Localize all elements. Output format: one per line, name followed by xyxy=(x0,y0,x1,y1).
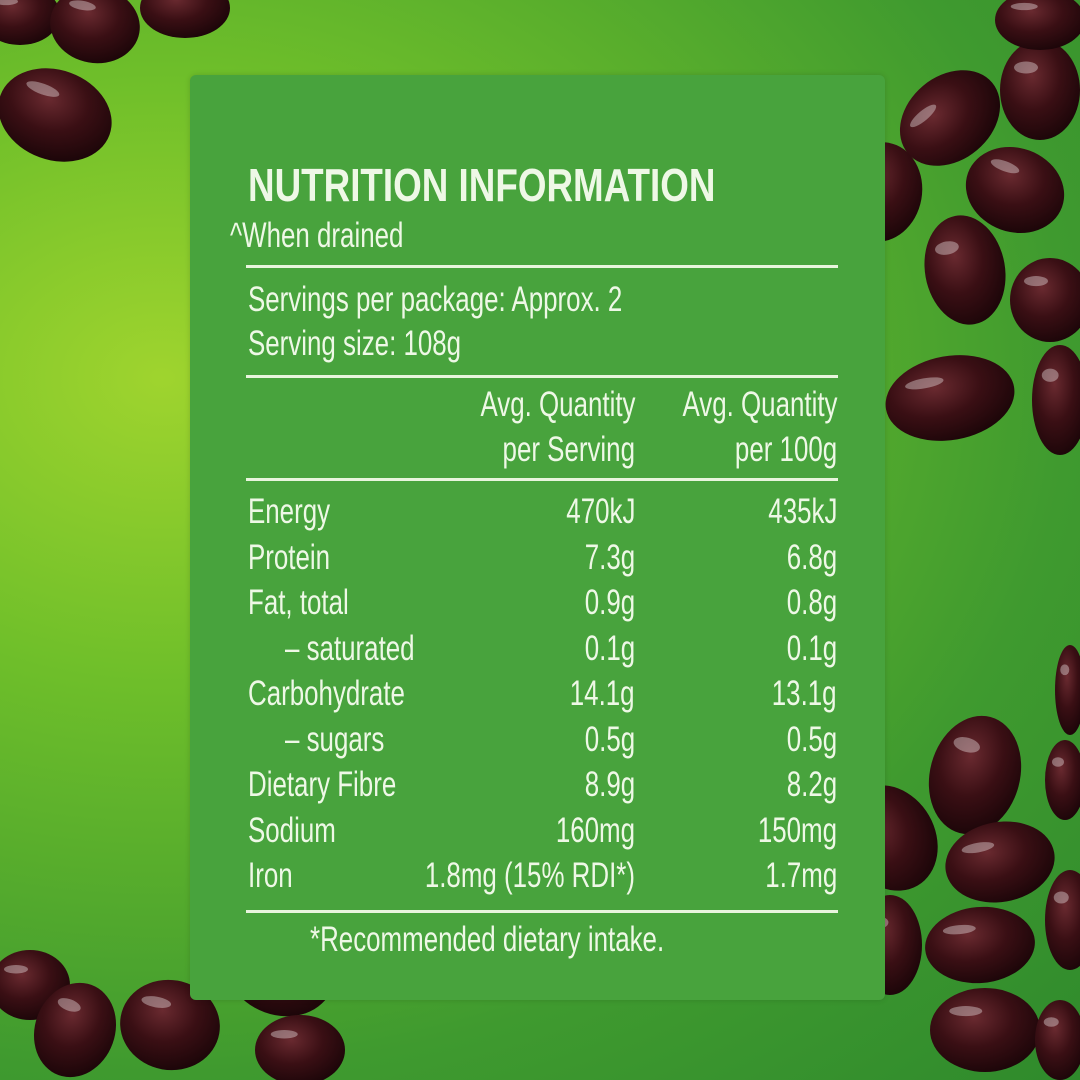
bean xyxy=(33,982,117,1078)
per-serving-value: 8.9g xyxy=(584,765,635,804)
bean-highlight xyxy=(910,104,937,128)
bean-highlight xyxy=(1014,61,1038,74)
bean-highlight xyxy=(1060,664,1070,676)
nutrient-name: Protein xyxy=(248,537,331,577)
bean xyxy=(945,821,1055,903)
per-serving-value: 14.1g xyxy=(570,674,635,713)
per-100g-value: 13.1g xyxy=(772,674,837,713)
bean-highlight xyxy=(942,924,976,935)
bean-highlight xyxy=(905,377,944,390)
bean-highlight xyxy=(1010,2,1038,11)
bean xyxy=(899,70,1001,166)
bean xyxy=(1045,740,1080,820)
bean-highlight xyxy=(0,0,18,6)
per-serving-value: 470kJ xyxy=(565,492,635,531)
bean xyxy=(924,215,1006,325)
per-100g-value: 8.2g xyxy=(786,765,837,804)
serving-size: Serving size: 108g xyxy=(248,324,462,363)
bean xyxy=(885,355,1015,441)
bean-highlight xyxy=(57,998,81,1012)
divider xyxy=(246,910,838,913)
bean xyxy=(1045,870,1080,970)
per-100g-value: 0.1g xyxy=(786,628,837,668)
column-header-per-100g: per 100g xyxy=(734,430,837,469)
bean-highlight xyxy=(1043,1017,1059,1027)
bean xyxy=(965,146,1065,234)
divider xyxy=(246,375,838,378)
nutrient-name: Iron xyxy=(248,856,293,895)
bean xyxy=(1000,40,1080,140)
nutrient-name: Sodium xyxy=(248,810,336,850)
bean xyxy=(1010,258,1080,342)
per-serving-value: 0.9g xyxy=(584,583,635,622)
bean-highlight xyxy=(1053,891,1069,904)
drained-note: ^When drained xyxy=(230,216,404,255)
per-100g-value: 0.5g xyxy=(786,719,837,759)
bean xyxy=(50,0,140,64)
bean-highlight xyxy=(4,965,28,974)
bean xyxy=(255,1015,345,1080)
bean xyxy=(1035,1000,1080,1080)
bean-highlight xyxy=(990,159,1020,174)
bean xyxy=(0,0,60,45)
per-serving-value: 0.5g xyxy=(584,719,635,759)
bean-highlight xyxy=(141,996,172,1008)
column-header-per-serving: per Serving xyxy=(502,430,635,469)
nutrient-name: Energy xyxy=(248,492,331,531)
bean xyxy=(120,979,220,1071)
per-100g-value: 435kJ xyxy=(767,492,837,531)
per-100g-value: 150mg xyxy=(757,810,837,850)
per-100g-value: 0.8g xyxy=(786,583,837,622)
footnote: *Recommended dietary intake. xyxy=(310,920,665,959)
bean xyxy=(928,715,1022,835)
bean xyxy=(930,988,1040,1072)
bean xyxy=(1055,645,1080,735)
bean xyxy=(140,0,230,38)
per-serving-value: 7.3g xyxy=(584,537,635,577)
bean-highlight xyxy=(935,241,959,255)
column-header-per-100g: Avg. Quantity xyxy=(681,385,837,424)
bean xyxy=(1032,345,1080,455)
nutrition-panel xyxy=(190,75,885,1000)
divider xyxy=(246,478,838,481)
nutrient-name: Fat, total xyxy=(248,583,349,622)
nutrient-name: – saturated xyxy=(285,628,415,668)
per-serving-value: 160mg xyxy=(555,810,635,850)
per-serving-value: 0.1g xyxy=(584,628,635,668)
bean-highlight xyxy=(26,81,60,97)
divider xyxy=(246,265,838,268)
per-serving-value: 1.8mg (15% RDI*) xyxy=(424,856,635,895)
panel-title: NUTRITION INFORMATION xyxy=(248,159,716,211)
nutrient-name: Dietary Fibre xyxy=(248,765,397,804)
bean-highlight xyxy=(949,1006,983,1017)
per-100g-value: 6.8g xyxy=(786,537,837,577)
bean-highlight xyxy=(953,737,980,753)
bean xyxy=(995,0,1080,50)
nutrient-name: Carbohydrate xyxy=(248,674,405,713)
bean-highlight xyxy=(270,1030,298,1039)
column-header-per-serving: Avg. Quantity xyxy=(479,385,635,424)
bean-highlight xyxy=(961,842,995,854)
nutrient-name: – sugars xyxy=(285,719,385,759)
per-100g-value: 1.7mg xyxy=(765,856,837,895)
bean-highlight xyxy=(69,0,96,11)
bean-highlight xyxy=(1024,276,1048,287)
bean xyxy=(925,906,1035,984)
servings-per-package: Servings per package: Approx. 2 xyxy=(248,280,623,319)
bean xyxy=(0,68,112,162)
bean-highlight xyxy=(1052,757,1064,767)
bean-highlight xyxy=(1041,368,1059,382)
